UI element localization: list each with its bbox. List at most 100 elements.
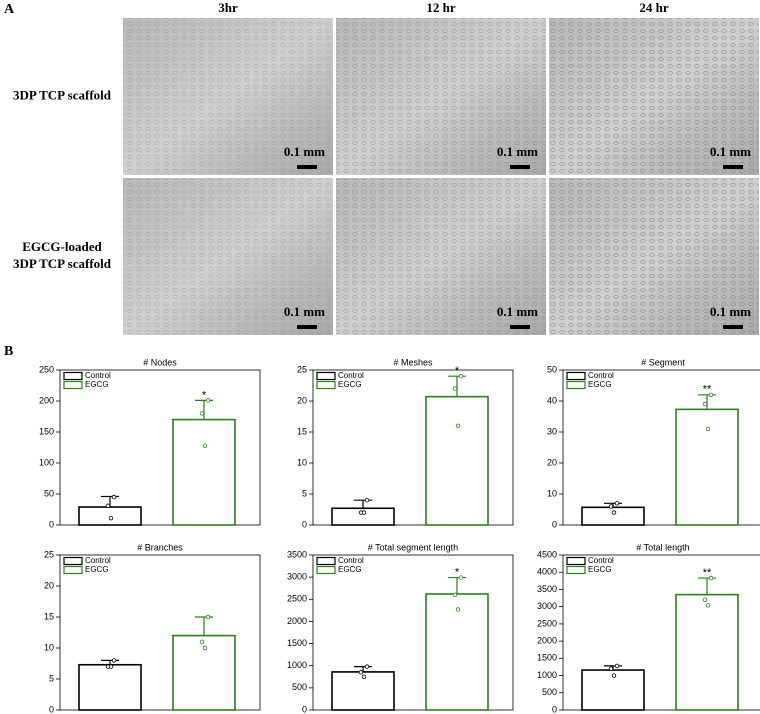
data-point (364, 498, 370, 503)
plot-frame (562, 369, 760, 526)
y-tick-label: 2500 (537, 618, 557, 628)
data-point (358, 670, 364, 675)
plot-frame (562, 554, 760, 711)
micrograph-texture (549, 18, 759, 175)
micrograph-texture (549, 178, 759, 335)
data-point (364, 664, 370, 669)
significance: ** (703, 384, 712, 396)
bar (331, 671, 395, 711)
row-label: 3DP TCP scaffold (13, 87, 112, 102)
data-point (361, 674, 367, 679)
legend-label: EGCG (85, 380, 109, 389)
panel-label: A (4, 2, 15, 17)
y-tick-label: 1000 (537, 670, 557, 680)
significance: * (202, 389, 207, 401)
scale-bar (510, 165, 530, 169)
y-tick-label: 15 (44, 611, 54, 621)
y-tick-label: 5 (302, 488, 307, 498)
data-point (199, 639, 205, 644)
bar (425, 395, 489, 526)
chart-title: # Branches (137, 542, 183, 552)
scale-bar-label: 0.1 mm (284, 304, 325, 319)
row-label: 3DP TCP scaffold (13, 256, 112, 271)
y-tick-label: 500 (542, 687, 557, 697)
legend-label: EGCG (338, 565, 362, 574)
y-tick-label: 0 (302, 704, 307, 714)
y-tick-label: 25 (44, 549, 54, 559)
data-point (455, 607, 461, 612)
scale-bar-label: 0.1 mm (710, 144, 751, 159)
micrograph-texture (123, 18, 333, 175)
y-tick-label: 5 (49, 673, 54, 683)
y-tick-label: 0 (49, 519, 54, 529)
plot-frame (59, 369, 261, 526)
scale-bar-label: 0.1 mm (710, 304, 751, 319)
column-header: 24 hr (639, 0, 668, 15)
y-tick-label: 50 (547, 364, 557, 374)
y-tick-label: 4500 (537, 549, 557, 559)
y-tick-label: 0 (552, 519, 557, 529)
legend-label: EGCG (588, 380, 612, 389)
data-point (111, 494, 117, 500)
y-tick-label: 0 (552, 704, 557, 714)
y-tick-label: 200 (39, 395, 54, 405)
row-label: EGCG-loaded (22, 239, 102, 254)
bar (78, 663, 142, 711)
scale-bar-label: 0.1 mm (497, 304, 538, 319)
y-tick-label: 1000 (287, 660, 307, 670)
scale-bar (723, 165, 743, 169)
y-tick-label: 3500 (287, 549, 307, 559)
y-tick-label: 500 (292, 682, 307, 692)
data-point (708, 392, 714, 397)
data-point (608, 504, 614, 509)
data-point (611, 673, 617, 678)
chart-title: # Segment (641, 357, 685, 367)
data-point (455, 423, 461, 428)
data-point (458, 575, 464, 580)
scale-bar (297, 325, 317, 329)
y-tick-label: 100 (39, 457, 54, 467)
data-point (452, 592, 458, 598)
legend-label: Control (588, 371, 614, 380)
y-tick-label: 10 (297, 457, 307, 467)
data-point (458, 374, 464, 379)
y-tick-label: 50 (44, 488, 54, 498)
y-tick-label: 0 (49, 704, 54, 714)
legend-swatch (316, 380, 336, 390)
chart-title: # Nodes (143, 357, 177, 367)
legend-label: Control (85, 556, 111, 565)
plot-frame (312, 554, 514, 711)
micrograph-texture (123, 178, 333, 335)
data-point (202, 645, 208, 651)
y-tick-label: 3500 (537, 584, 557, 594)
legend-label: Control (338, 371, 364, 380)
legend-label: Control (338, 556, 364, 565)
data-point (705, 603, 711, 608)
legend-swatch (566, 380, 586, 390)
data-point (105, 503, 111, 508)
legend-swatch (316, 371, 336, 381)
data-point (111, 658, 117, 663)
y-tick-label: 3000 (287, 572, 307, 582)
legend-swatch (63, 556, 83, 566)
significance: * (455, 566, 460, 578)
data-point (452, 386, 458, 391)
y-tick-label: 40 (547, 395, 557, 405)
micrograph-texture (336, 178, 546, 335)
data-point (702, 401, 708, 407)
y-tick-label: 3000 (537, 601, 557, 611)
legend-swatch (566, 371, 586, 381)
y-tick-label: 2000 (287, 616, 307, 626)
micrograph-texture (336, 18, 546, 175)
legend-label: EGCG (588, 565, 612, 574)
y-tick-label: 25 (297, 364, 307, 374)
y-tick-label: 1500 (537, 653, 557, 663)
y-tick-label: 250 (39, 364, 54, 374)
y-tick-label: 150 (39, 426, 54, 436)
y-tick-label: 4000 (537, 567, 557, 577)
data-point (202, 443, 208, 448)
bar (172, 418, 236, 526)
data-point (705, 426, 711, 432)
data-point (614, 501, 620, 506)
y-tick-label: 10 (44, 642, 54, 652)
